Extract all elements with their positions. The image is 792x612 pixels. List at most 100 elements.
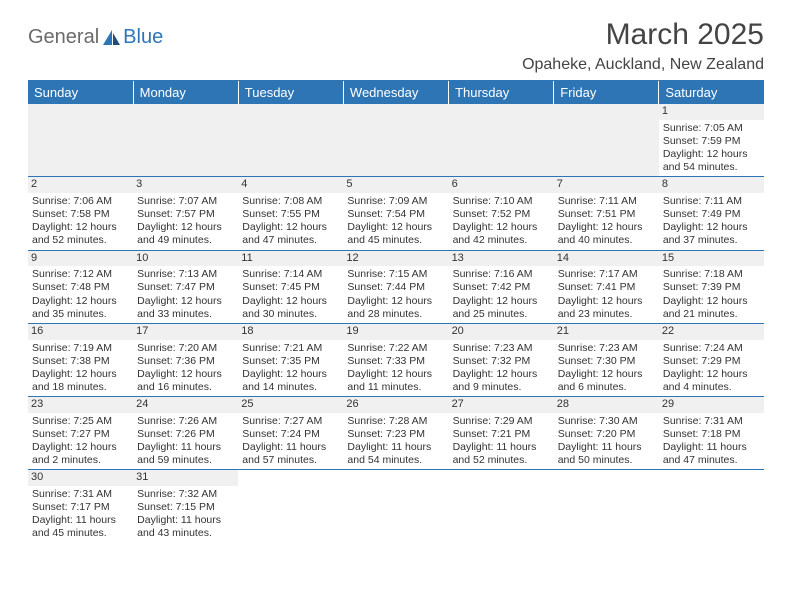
weekday-header: Friday <box>554 81 659 104</box>
calendar-body: 1Sunrise: 7:05 AMSunset: 7:59 PMDaylight… <box>28 104 764 543</box>
daylight-text: Daylight: 12 hours and 28 minutes. <box>347 295 444 321</box>
sunrise-text: Sunrise: 7:32 AM <box>137 488 234 501</box>
sunrise-text: Sunrise: 7:31 AM <box>32 488 129 501</box>
day-number: 14 <box>554 251 659 267</box>
weekday-header: Thursday <box>449 81 554 104</box>
calendar-day: 15Sunrise: 7:18 AMSunset: 7:39 PMDayligh… <box>659 250 764 323</box>
calendar-day: 23Sunrise: 7:25 AMSunset: 7:27 PMDayligh… <box>28 397 133 470</box>
sunrise-text: Sunrise: 7:19 AM <box>32 342 129 355</box>
sunset-text: Sunset: 7:23 PM <box>347 428 444 441</box>
day-number: 12 <box>343 251 448 267</box>
sunset-text: Sunset: 7:39 PM <box>663 281 760 294</box>
sunrise-text: Sunrise: 7:14 AM <box>242 268 339 281</box>
day-number: 26 <box>343 397 448 413</box>
calendar-day: 19 Sunrise: 7:22 AMSunset: 7:33 PMDayligh… <box>343 323 448 396</box>
daylight-text: Daylight: 12 hours and 54 minutes. <box>663 148 760 174</box>
calendar-day: 16Sunrise: 7:19 AMSunset: 7:38 PMDayligh… <box>28 323 133 396</box>
day-number: 30 <box>28 470 133 486</box>
day-number: 28 <box>554 397 659 413</box>
daylight-text: Daylight: 12 hours and 2 minutes. <box>32 441 129 467</box>
day-number: 5 <box>343 177 448 193</box>
daylight-text: Daylight: 12 hours and 45 minutes. <box>347 221 444 247</box>
daylight-text: Daylight: 12 hours and 52 minutes. <box>32 221 129 247</box>
daylight-text: Daylight: 12 hours and 42 minutes. <box>453 221 550 247</box>
calendar-day: 27Sunrise: 7:29 AMSunset: 7:21 PMDayligh… <box>449 397 554 470</box>
sunset-text: Sunset: 7:33 PM <box>347 355 444 368</box>
sunrise-text: Sunrise: 7:24 AM <box>663 342 760 355</box>
sunset-text: Sunset: 7:29 PM <box>663 355 760 368</box>
calendar-day: 5 Sunrise: 7:09 AMSunset: 7:54 PMDaylight… <box>343 177 448 250</box>
calendar-week: 23Sunrise: 7:25 AMSunset: 7:27 PMDayligh… <box>28 397 764 470</box>
sunset-text: Sunset: 7:27 PM <box>32 428 129 441</box>
day-number: 17 <box>133 324 238 340</box>
daylight-text: Daylight: 12 hours and 9 minutes. <box>453 368 550 394</box>
daylight-text: Daylight: 12 hours and 4 minutes. <box>663 368 760 394</box>
calendar-day: 4Sunrise: 7:08 AMSunset: 7:55 PMDaylight… <box>238 177 343 250</box>
daylight-text: Daylight: 11 hours and 57 minutes. <box>242 441 339 467</box>
day-number: 9 <box>28 251 133 267</box>
sunrise-text: Sunrise: 7:22 AM <box>347 342 444 355</box>
sunset-text: Sunset: 7:51 PM <box>558 208 655 221</box>
brand-part2: Blue <box>123 26 163 49</box>
leading-blank <box>343 104 448 177</box>
sunrise-text: Sunrise: 7:09 AM <box>347 195 444 208</box>
daylight-text: Daylight: 11 hours and 45 minutes. <box>32 514 129 540</box>
day-number: 11 <box>238 251 343 267</box>
calendar-day: 10Sunrise: 7:13 AMSunset: 7:47 PMDayligh… <box>133 250 238 323</box>
title-block: March 2025 Opaheke, Auckland, New Zealan… <box>522 18 764 74</box>
daylight-text: Daylight: 12 hours and 47 minutes. <box>242 221 339 247</box>
sunset-text: Sunset: 7:24 PM <box>242 428 339 441</box>
trailing-blank <box>554 470 659 543</box>
sunrise-text: Sunrise: 7:23 AM <box>453 342 550 355</box>
sail-icon <box>101 29 121 47</box>
trailing-blank <box>343 470 448 543</box>
sunset-text: Sunset: 7:38 PM <box>32 355 129 368</box>
leading-blank <box>28 104 133 177</box>
sunset-text: Sunset: 7:54 PM <box>347 208 444 221</box>
day-number: 10 <box>133 251 238 267</box>
sunset-text: Sunset: 7:20 PM <box>558 428 655 441</box>
day-number: 20 <box>449 324 554 340</box>
location-subtitle: Opaheke, Auckland, New Zealand <box>522 56 764 74</box>
day-number: 2 <box>28 177 133 193</box>
daylight-text: Daylight: 12 hours and 49 minutes. <box>137 221 234 247</box>
calendar-day: 1Sunrise: 7:05 AMSunset: 7:59 PMDaylight… <box>659 104 764 177</box>
sunrise-text: Sunrise: 7:18 AM <box>663 268 760 281</box>
calendar-day: 22Sunrise: 7:24 AMSunset: 7:29 PMDayligh… <box>659 323 764 396</box>
sunset-text: Sunset: 7:41 PM <box>558 281 655 294</box>
day-number: 15 <box>659 251 764 267</box>
daylight-text: Daylight: 12 hours and 37 minutes. <box>663 221 760 247</box>
sunrise-text: Sunrise: 7:29 AM <box>453 415 550 428</box>
day-number: 19 <box>343 324 448 340</box>
calendar-day: 18Sunrise: 7:21 AMSunset: 7:35 PMDayligh… <box>238 323 343 396</box>
daylight-text: Daylight: 11 hours and 43 minutes. <box>137 514 234 540</box>
brand-logo: General Blue <box>28 18 163 49</box>
day-number: 25 <box>238 397 343 413</box>
weekday-row: SundayMondayTuesdayWednesdayThursdayFrid… <box>28 81 764 104</box>
leading-blank <box>449 104 554 177</box>
sunset-text: Sunset: 7:30 PM <box>558 355 655 368</box>
sunset-text: Sunset: 7:44 PM <box>347 281 444 294</box>
daylight-text: Daylight: 12 hours and 33 minutes. <box>137 295 234 321</box>
calendar-day: 9Sunrise: 7:12 AMSunset: 7:48 PMDaylight… <box>28 250 133 323</box>
daylight-text: Daylight: 12 hours and 11 minutes. <box>347 368 444 394</box>
trailing-blank <box>449 470 554 543</box>
daylight-text: Daylight: 11 hours and 59 minutes. <box>137 441 234 467</box>
sunset-text: Sunset: 7:18 PM <box>663 428 760 441</box>
daylight-text: Daylight: 12 hours and 21 minutes. <box>663 295 760 321</box>
weekday-header: Wednesday <box>343 81 448 104</box>
day-number: 8 <box>659 177 764 193</box>
daylight-text: Daylight: 12 hours and 25 minutes. <box>453 295 550 321</box>
calendar-day: 31Sunrise: 7:32 AMSunset: 7:15 PMDayligh… <box>133 470 238 543</box>
day-number: 3 <box>133 177 238 193</box>
day-number: 4 <box>238 177 343 193</box>
sunrise-text: Sunrise: 7:12 AM <box>32 268 129 281</box>
calendar-day: 20 Sunrise: 7:23 AMSunset: 7:32 PMDayligh… <box>449 323 554 396</box>
sunset-text: Sunset: 7:32 PM <box>453 355 550 368</box>
sunset-text: Sunset: 7:26 PM <box>137 428 234 441</box>
sunrise-text: Sunrise: 7:30 AM <box>558 415 655 428</box>
sunset-text: Sunset: 7:52 PM <box>453 208 550 221</box>
daylight-text: Daylight: 12 hours and 23 minutes. <box>558 295 655 321</box>
calendar-day: 6Sunrise: 7:10 AMSunset: 7:52 PMDaylight… <box>449 177 554 250</box>
calendar-week: 30Sunrise: 7:31 AMSunset: 7:17 PMDayligh… <box>28 470 764 543</box>
